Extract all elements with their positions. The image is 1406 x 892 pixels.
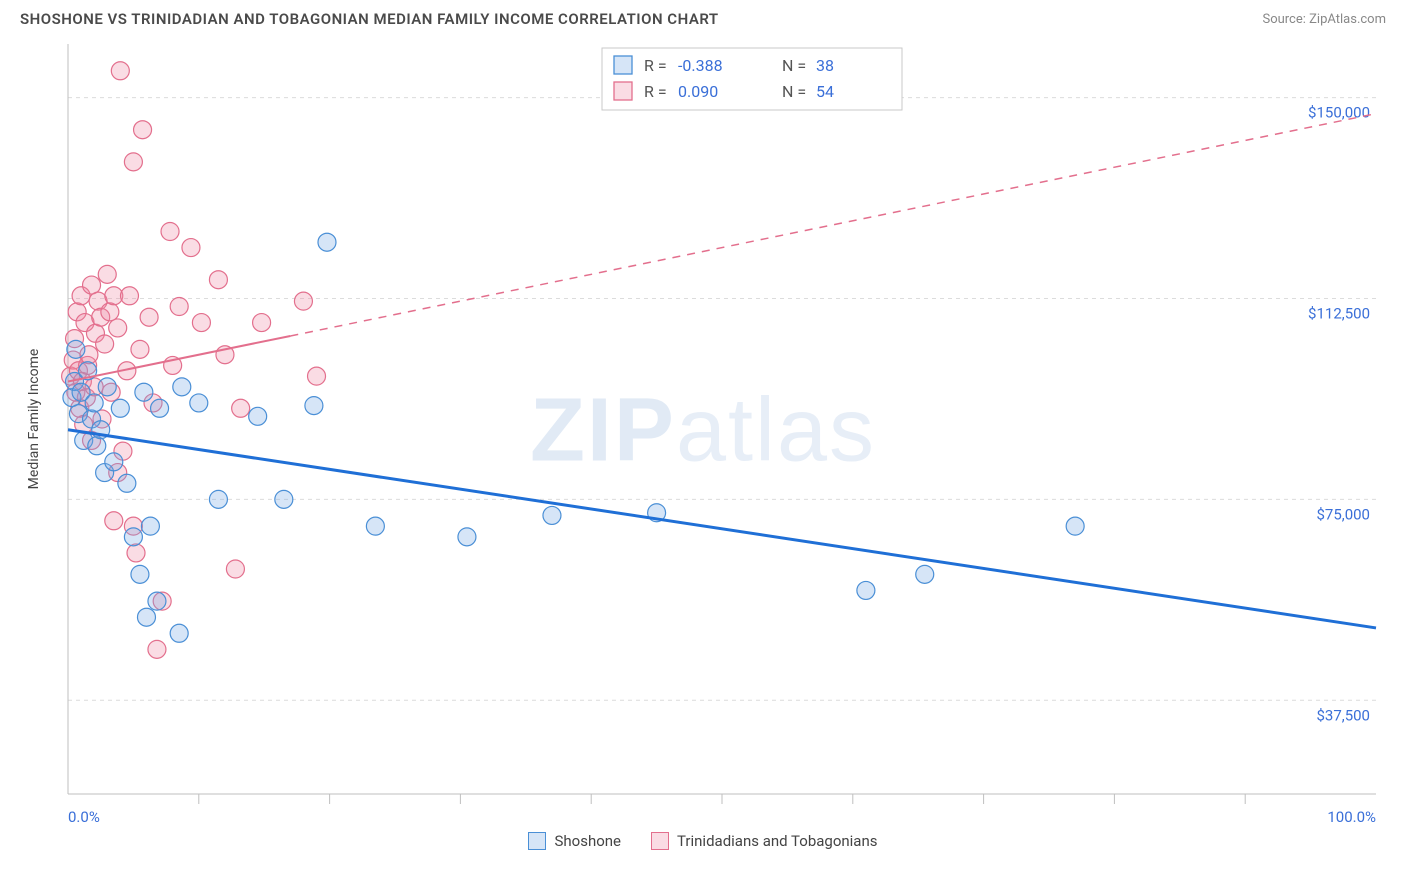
data-point — [120, 287, 138, 305]
data-point — [105, 453, 123, 471]
chart-header: SHOSHONE VS TRINIDADIAN AND TOBAGONIAN M… — [0, 0, 1406, 34]
data-point — [151, 399, 169, 417]
data-point — [111, 399, 129, 417]
data-point — [232, 399, 250, 417]
data-point — [294, 292, 312, 310]
data-point — [134, 121, 152, 139]
y-tick-label: $75,000 — [1316, 505, 1370, 523]
data-point — [275, 490, 293, 508]
data-point — [67, 340, 85, 358]
data-point — [137, 608, 155, 626]
source-label: Source: ZipAtlas.com — [1262, 12, 1386, 27]
trend-line — [68, 430, 1376, 628]
legend-swatch — [614, 82, 632, 100]
data-point — [148, 592, 166, 610]
data-point — [140, 308, 158, 326]
data-point — [209, 490, 227, 508]
data-point — [124, 153, 142, 171]
data-point — [308, 367, 326, 385]
data-point — [109, 319, 127, 337]
data-point — [318, 233, 336, 251]
trend-line-dashed — [290, 114, 1376, 336]
legend-n-label: N = — [782, 56, 806, 75]
legend-item: Trinidadians and Tobagonians — [651, 832, 877, 850]
data-point — [124, 528, 142, 546]
data-point — [105, 512, 123, 530]
data-point — [857, 581, 875, 599]
data-point — [96, 335, 114, 353]
data-point — [170, 298, 188, 316]
data-point — [192, 314, 210, 332]
data-point — [182, 239, 200, 257]
bottom-legend: Shoshone Trinidadians and Tobagonians — [0, 828, 1406, 854]
x-start-label: 0.0% — [68, 808, 100, 824]
data-point — [111, 62, 129, 80]
y-tick-label: $112,500 — [1308, 304, 1370, 322]
data-point — [85, 394, 103, 412]
chart-area: $37,500 $75,000 $112,500 $150,000 0.0% 100.0%… — [20, 34, 1386, 828]
legend-r-value: 0.090 — [678, 82, 718, 101]
legend-swatch — [528, 832, 546, 850]
data-point — [253, 314, 271, 332]
legend-r-label: R = — [644, 82, 667, 101]
data-point — [83, 276, 101, 294]
data-point — [226, 560, 244, 578]
chart-title: SHOSHONE VS TRINIDADIAN AND TOBAGONIAN M… — [20, 10, 719, 28]
data-point — [161, 223, 179, 241]
data-point — [135, 383, 153, 401]
data-point — [190, 394, 208, 412]
legend-r-label: R = — [644, 56, 667, 75]
y-tick-label: $37,500 — [1316, 706, 1370, 724]
data-point — [98, 378, 116, 396]
data-point — [366, 517, 384, 535]
data-point — [249, 407, 267, 425]
legend-label: Trinidadians and Tobagonians — [677, 832, 877, 850]
scatter-chart: $37,500 $75,000 $112,500 $150,000 0.0% 100.0%… — [20, 34, 1386, 824]
y-axis-label: Median Family Income — [26, 349, 42, 490]
data-point — [127, 544, 145, 562]
data-point — [173, 378, 191, 396]
data-point — [131, 340, 149, 358]
legend-n-label: N = — [782, 82, 806, 101]
data-point — [209, 271, 227, 289]
legend-label: Shoshone — [554, 832, 621, 850]
data-point — [88, 437, 106, 455]
x-end-label: 100.0% — [1327, 808, 1376, 824]
y-tick-label: $150,000 — [1308, 104, 1370, 122]
data-point — [98, 265, 116, 283]
data-point — [118, 474, 136, 492]
legend-swatch — [614, 56, 632, 74]
data-point — [458, 528, 476, 546]
data-point — [916, 565, 934, 583]
data-point — [101, 303, 119, 321]
data-point — [148, 640, 166, 658]
legend-item: Shoshone — [528, 832, 621, 850]
data-point — [131, 565, 149, 583]
data-point — [141, 517, 159, 535]
data-point — [305, 397, 323, 415]
data-point — [543, 506, 561, 524]
legend-swatch — [651, 832, 669, 850]
legend-n-value: 54 — [816, 82, 834, 101]
data-point — [1066, 517, 1084, 535]
data-point — [170, 624, 188, 642]
legend-n-value: 38 — [816, 56, 834, 75]
legend-r-value: -0.388 — [678, 56, 723, 75]
